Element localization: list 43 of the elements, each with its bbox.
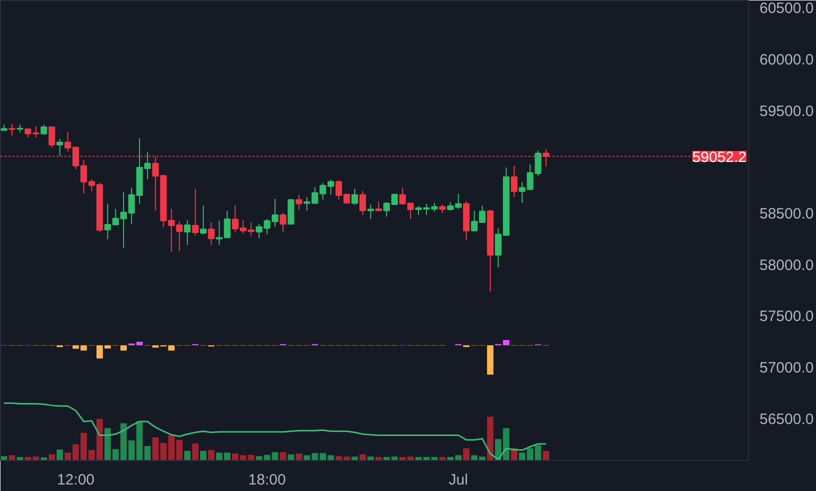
y-tick-label: 58000.0 (760, 256, 814, 274)
bar (48, 454, 56, 460)
y-tick-label: 57000.0 (760, 360, 814, 377)
bar (463, 448, 470, 460)
candlestick (208, 222, 215, 246)
y-tick-label: 56500.0 (760, 410, 814, 428)
candlestick (510, 165, 518, 198)
candlestick (359, 190, 366, 216)
y-tick-label: 60000.0 (760, 52, 814, 69)
bar (184, 450, 191, 460)
candlestick (8, 123, 16, 136)
bar (367, 456, 374, 460)
bar (280, 452, 286, 460)
bar (208, 450, 214, 460)
bar (360, 454, 366, 460)
y-tick-label: 58500.0 (760, 206, 814, 223)
bar (136, 421, 143, 460)
candlestick (375, 200, 382, 212)
candlestick (192, 188, 199, 236)
bar (144, 446, 151, 460)
bar (272, 452, 278, 460)
y-tick-label: 59500.0 (760, 102, 814, 120)
candlestick (48, 126, 56, 148)
bar (8, 455, 16, 460)
ref-line-label: 59052.2 (692, 148, 747, 166)
bar (296, 453, 302, 460)
candlestick (280, 212, 286, 232)
candlestick (367, 204, 374, 220)
candlestick (56, 138, 64, 156)
x-tick-label: 18:00 (248, 472, 286, 488)
y-tick-label: 60500.0 (760, 0, 814, 18)
bar (192, 443, 198, 460)
candlestick (296, 194, 302, 210)
bar (56, 450, 63, 460)
x-tick-label: 12:00 (56, 472, 95, 488)
bar (487, 416, 494, 460)
candlestick (351, 188, 358, 206)
x-tick-label: Jul (448, 472, 468, 488)
bar (200, 450, 206, 460)
y-tick-label: 57500.0 (760, 308, 814, 326)
bar (352, 456, 358, 460)
candlestick (184, 220, 191, 246)
candlestick (200, 205, 207, 235)
